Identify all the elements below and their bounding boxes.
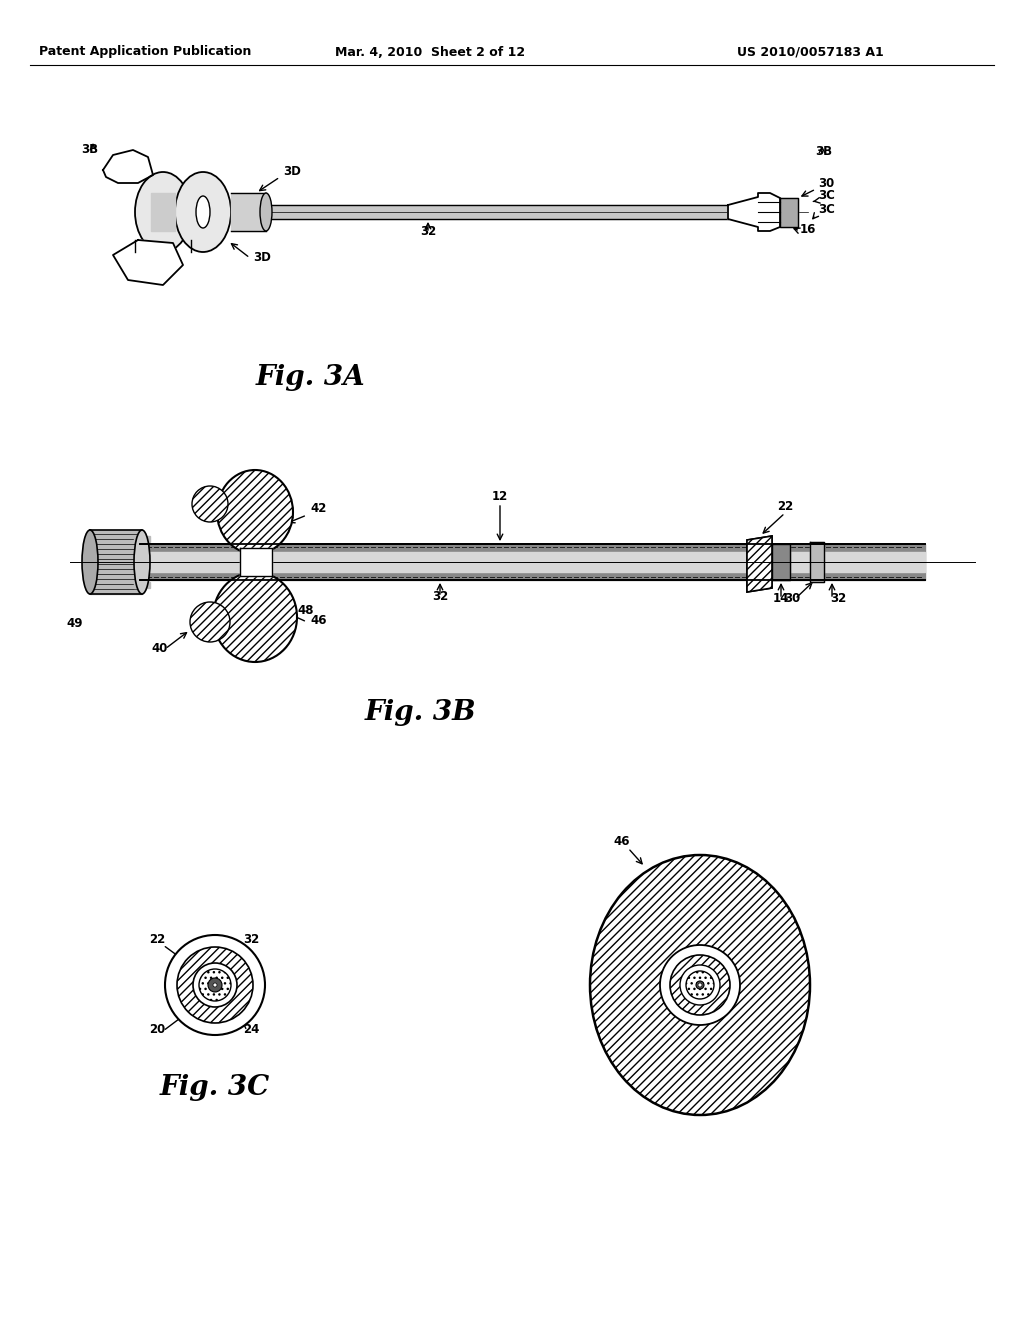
Ellipse shape [213, 572, 297, 663]
Text: 22: 22 [777, 500, 794, 513]
Text: 32: 32 [243, 933, 259, 946]
Text: 46: 46 [310, 614, 327, 627]
Text: 16: 16 [800, 223, 816, 236]
Ellipse shape [193, 486, 228, 521]
Text: 3B: 3B [815, 145, 833, 158]
Polygon shape [772, 544, 790, 579]
Text: 42: 42 [310, 502, 327, 515]
Ellipse shape [696, 981, 705, 989]
Text: 32: 32 [420, 224, 436, 238]
Polygon shape [90, 531, 142, 594]
Polygon shape [810, 543, 824, 582]
Text: 48: 48 [297, 605, 313, 616]
Ellipse shape [213, 983, 217, 987]
Polygon shape [113, 240, 183, 285]
Text: Fig. 3A: Fig. 3A [255, 364, 365, 391]
Ellipse shape [698, 983, 702, 987]
Ellipse shape [670, 954, 730, 1015]
Ellipse shape [190, 602, 230, 642]
Text: 30: 30 [784, 591, 800, 605]
Text: Fig. 3C: Fig. 3C [160, 1074, 270, 1101]
Text: Mar. 4, 2010  Sheet 2 of 12: Mar. 4, 2010 Sheet 2 of 12 [335, 45, 525, 58]
Text: 20: 20 [148, 1023, 165, 1036]
Text: 3B: 3B [82, 143, 98, 156]
Text: 32: 32 [830, 591, 846, 605]
Ellipse shape [82, 531, 98, 594]
Ellipse shape [217, 470, 293, 554]
Polygon shape [134, 536, 150, 543]
Polygon shape [240, 548, 272, 576]
Polygon shape [140, 552, 925, 572]
Polygon shape [746, 536, 772, 591]
Ellipse shape [165, 935, 265, 1035]
Text: US 2010/0057183 A1: US 2010/0057183 A1 [736, 45, 884, 58]
Ellipse shape [590, 855, 810, 1115]
Ellipse shape [193, 964, 237, 1007]
Ellipse shape [208, 978, 222, 993]
Text: 3C: 3C [818, 189, 835, 202]
Text: 49: 49 [67, 616, 83, 630]
Ellipse shape [260, 193, 272, 231]
Ellipse shape [134, 531, 150, 594]
Polygon shape [270, 205, 728, 219]
Text: 24: 24 [243, 1023, 259, 1036]
Text: 3D: 3D [253, 251, 271, 264]
Text: 12: 12 [492, 490, 508, 503]
Ellipse shape [686, 972, 714, 999]
Polygon shape [134, 582, 150, 587]
Text: 14: 14 [773, 591, 790, 605]
Text: 30: 30 [818, 177, 835, 190]
Text: 3D: 3D [283, 165, 301, 178]
Ellipse shape [196, 195, 210, 228]
Text: Fig. 3D: Fig. 3D [644, 1074, 756, 1101]
Text: 46: 46 [613, 836, 630, 847]
Polygon shape [780, 198, 798, 227]
Polygon shape [140, 544, 925, 579]
Text: 40: 40 [152, 642, 168, 655]
Ellipse shape [175, 172, 231, 252]
Ellipse shape [660, 945, 740, 1026]
Text: Patent Application Publication: Patent Application Publication [39, 45, 251, 58]
Polygon shape [231, 193, 266, 231]
Ellipse shape [156, 195, 170, 228]
Polygon shape [728, 193, 780, 231]
Ellipse shape [199, 969, 231, 1001]
Text: 32: 32 [432, 590, 449, 603]
Polygon shape [746, 536, 772, 591]
Ellipse shape [135, 172, 191, 252]
Ellipse shape [680, 965, 720, 1005]
Text: 22: 22 [148, 933, 165, 946]
Text: Fig. 3B: Fig. 3B [365, 700, 476, 726]
Text: 44: 44 [237, 475, 253, 488]
Ellipse shape [177, 946, 253, 1023]
Polygon shape [103, 150, 153, 183]
Text: 3C: 3C [818, 203, 835, 216]
Polygon shape [151, 193, 175, 231]
